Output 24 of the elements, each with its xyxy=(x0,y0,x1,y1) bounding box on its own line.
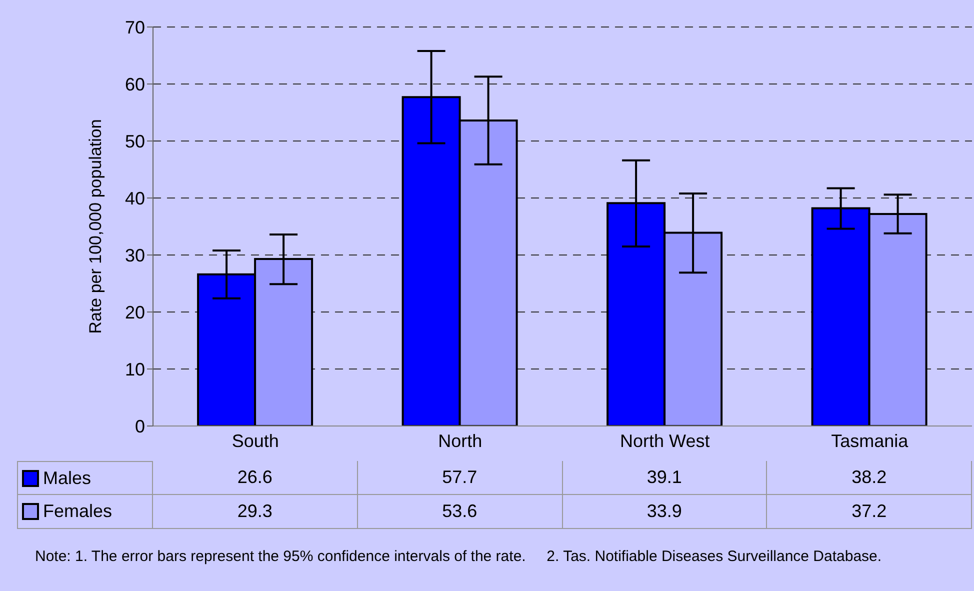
data-label: 33.9 xyxy=(562,495,768,529)
data-label: 26.6 xyxy=(153,461,358,495)
x-tick-label: Tasmania xyxy=(831,430,910,451)
data-label: 53.6 xyxy=(358,495,562,529)
x-tick-label: North West xyxy=(620,430,710,451)
x-tick-label: North xyxy=(438,430,482,451)
y-axis-title: Rate per 100,000 population xyxy=(86,119,106,334)
text: Note: 1. The error bars represent the 95% confidence intervals of the rate. 2. Tas. Notifiable Diseases Surveillance Database. xyxy=(35,547,883,567)
y-tick-label: 50 xyxy=(124,131,145,152)
y-tick-label: 0 xyxy=(134,416,145,436)
legend-label: Females xyxy=(43,501,112,522)
x-tick-label: South xyxy=(232,430,279,451)
y-tick-label: 20 xyxy=(124,302,145,322)
data-label: 57.7 xyxy=(358,461,562,495)
y-tick-label: 60 xyxy=(124,74,145,94)
y-tick-label: 40 xyxy=(124,188,145,208)
y-tick-label: 30 xyxy=(124,245,145,266)
y-tick-label: 10 xyxy=(124,359,145,380)
legend-label: Males xyxy=(43,468,92,488)
data-label: 38.2 xyxy=(767,461,972,495)
data-label: 39.1 xyxy=(562,461,768,495)
data-label: 29.3 xyxy=(153,495,358,529)
y-tick-label: 70 xyxy=(124,17,145,38)
data-label: 37.2 xyxy=(767,495,972,529)
